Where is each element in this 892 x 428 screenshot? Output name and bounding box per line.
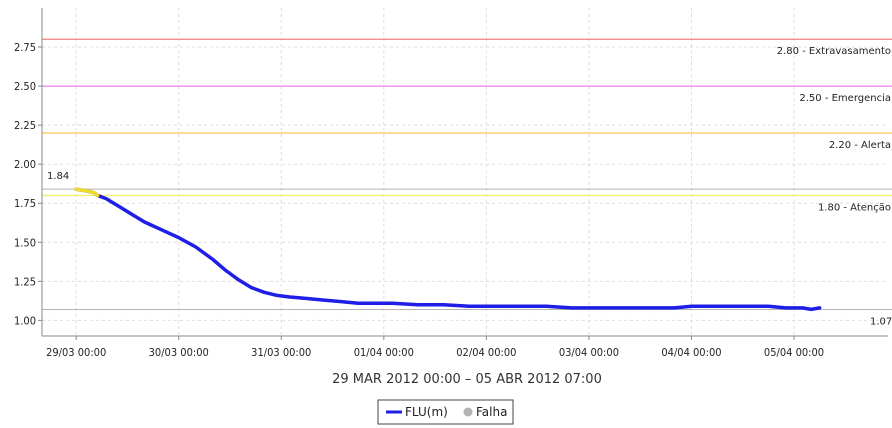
x-tick-label: 31/03 00:00 — [251, 346, 311, 359]
threshold-label: 2.50 - Emergencia — [799, 93, 891, 104]
threshold-layer: 2.80 - Extravasamento 2.50 - Emergencia 2.… — [42, 38, 892, 327]
y-tick-label: 2.75 — [14, 41, 36, 54]
threshold-label: 2.20 - Alerta — [829, 140, 891, 151]
y-tick-label: 2.00 — [14, 158, 36, 171]
threshold-label: 1.80 - Atenção — [818, 202, 891, 213]
axis-layer: 1.00 1.25 1.50 1.75 2.00 2.25 2.50 2.75 29/03 00… — [14, 8, 888, 359]
y-tick-label: 2.25 — [14, 119, 36, 132]
legend-label-falha: Falha — [476, 405, 507, 419]
max-marker-label: 1.84 — [47, 171, 69, 182]
y-tick-label: 1.75 — [14, 197, 36, 210]
legend-dot-swatch — [463, 407, 473, 417]
y-tick-label: 1.25 — [14, 275, 36, 288]
series-highlight-segment — [74, 187, 100, 198]
legend-label-flu: FLU(m) — [405, 405, 448, 419]
x-tick-label: 03/04 00:00 — [559, 346, 619, 359]
x-tick-label: 29/03 00:00 — [46, 346, 106, 359]
threshold-label: 2.80 - Extravasamento — [777, 46, 891, 57]
y-tick-label: 1.00 — [14, 314, 36, 327]
x-tick-label: 30/03 00:00 — [149, 346, 209, 359]
x-tick-label: 02/04 00:00 — [456, 346, 516, 359]
y-tick-label: 1.50 — [14, 236, 36, 249]
chart-legend: FLU(m) Falha — [377, 399, 514, 425]
min-marker-label: 1.07 — [870, 316, 892, 327]
y-tick-label: 2.50 — [14, 80, 36, 93]
grid-layer — [42, 8, 888, 336]
x-tick-label: 04/04 00:00 — [661, 346, 721, 359]
x-tick-label: 05/04 00:00 — [764, 346, 824, 359]
series-layer — [74, 187, 822, 312]
chart-subtitle: 29 MAR 2012 00:00 – 05 ABR 2012 07:00 — [332, 372, 602, 387]
series-line-flu — [74, 187, 822, 312]
x-tick-label: 01/04 00:00 — [354, 346, 414, 359]
